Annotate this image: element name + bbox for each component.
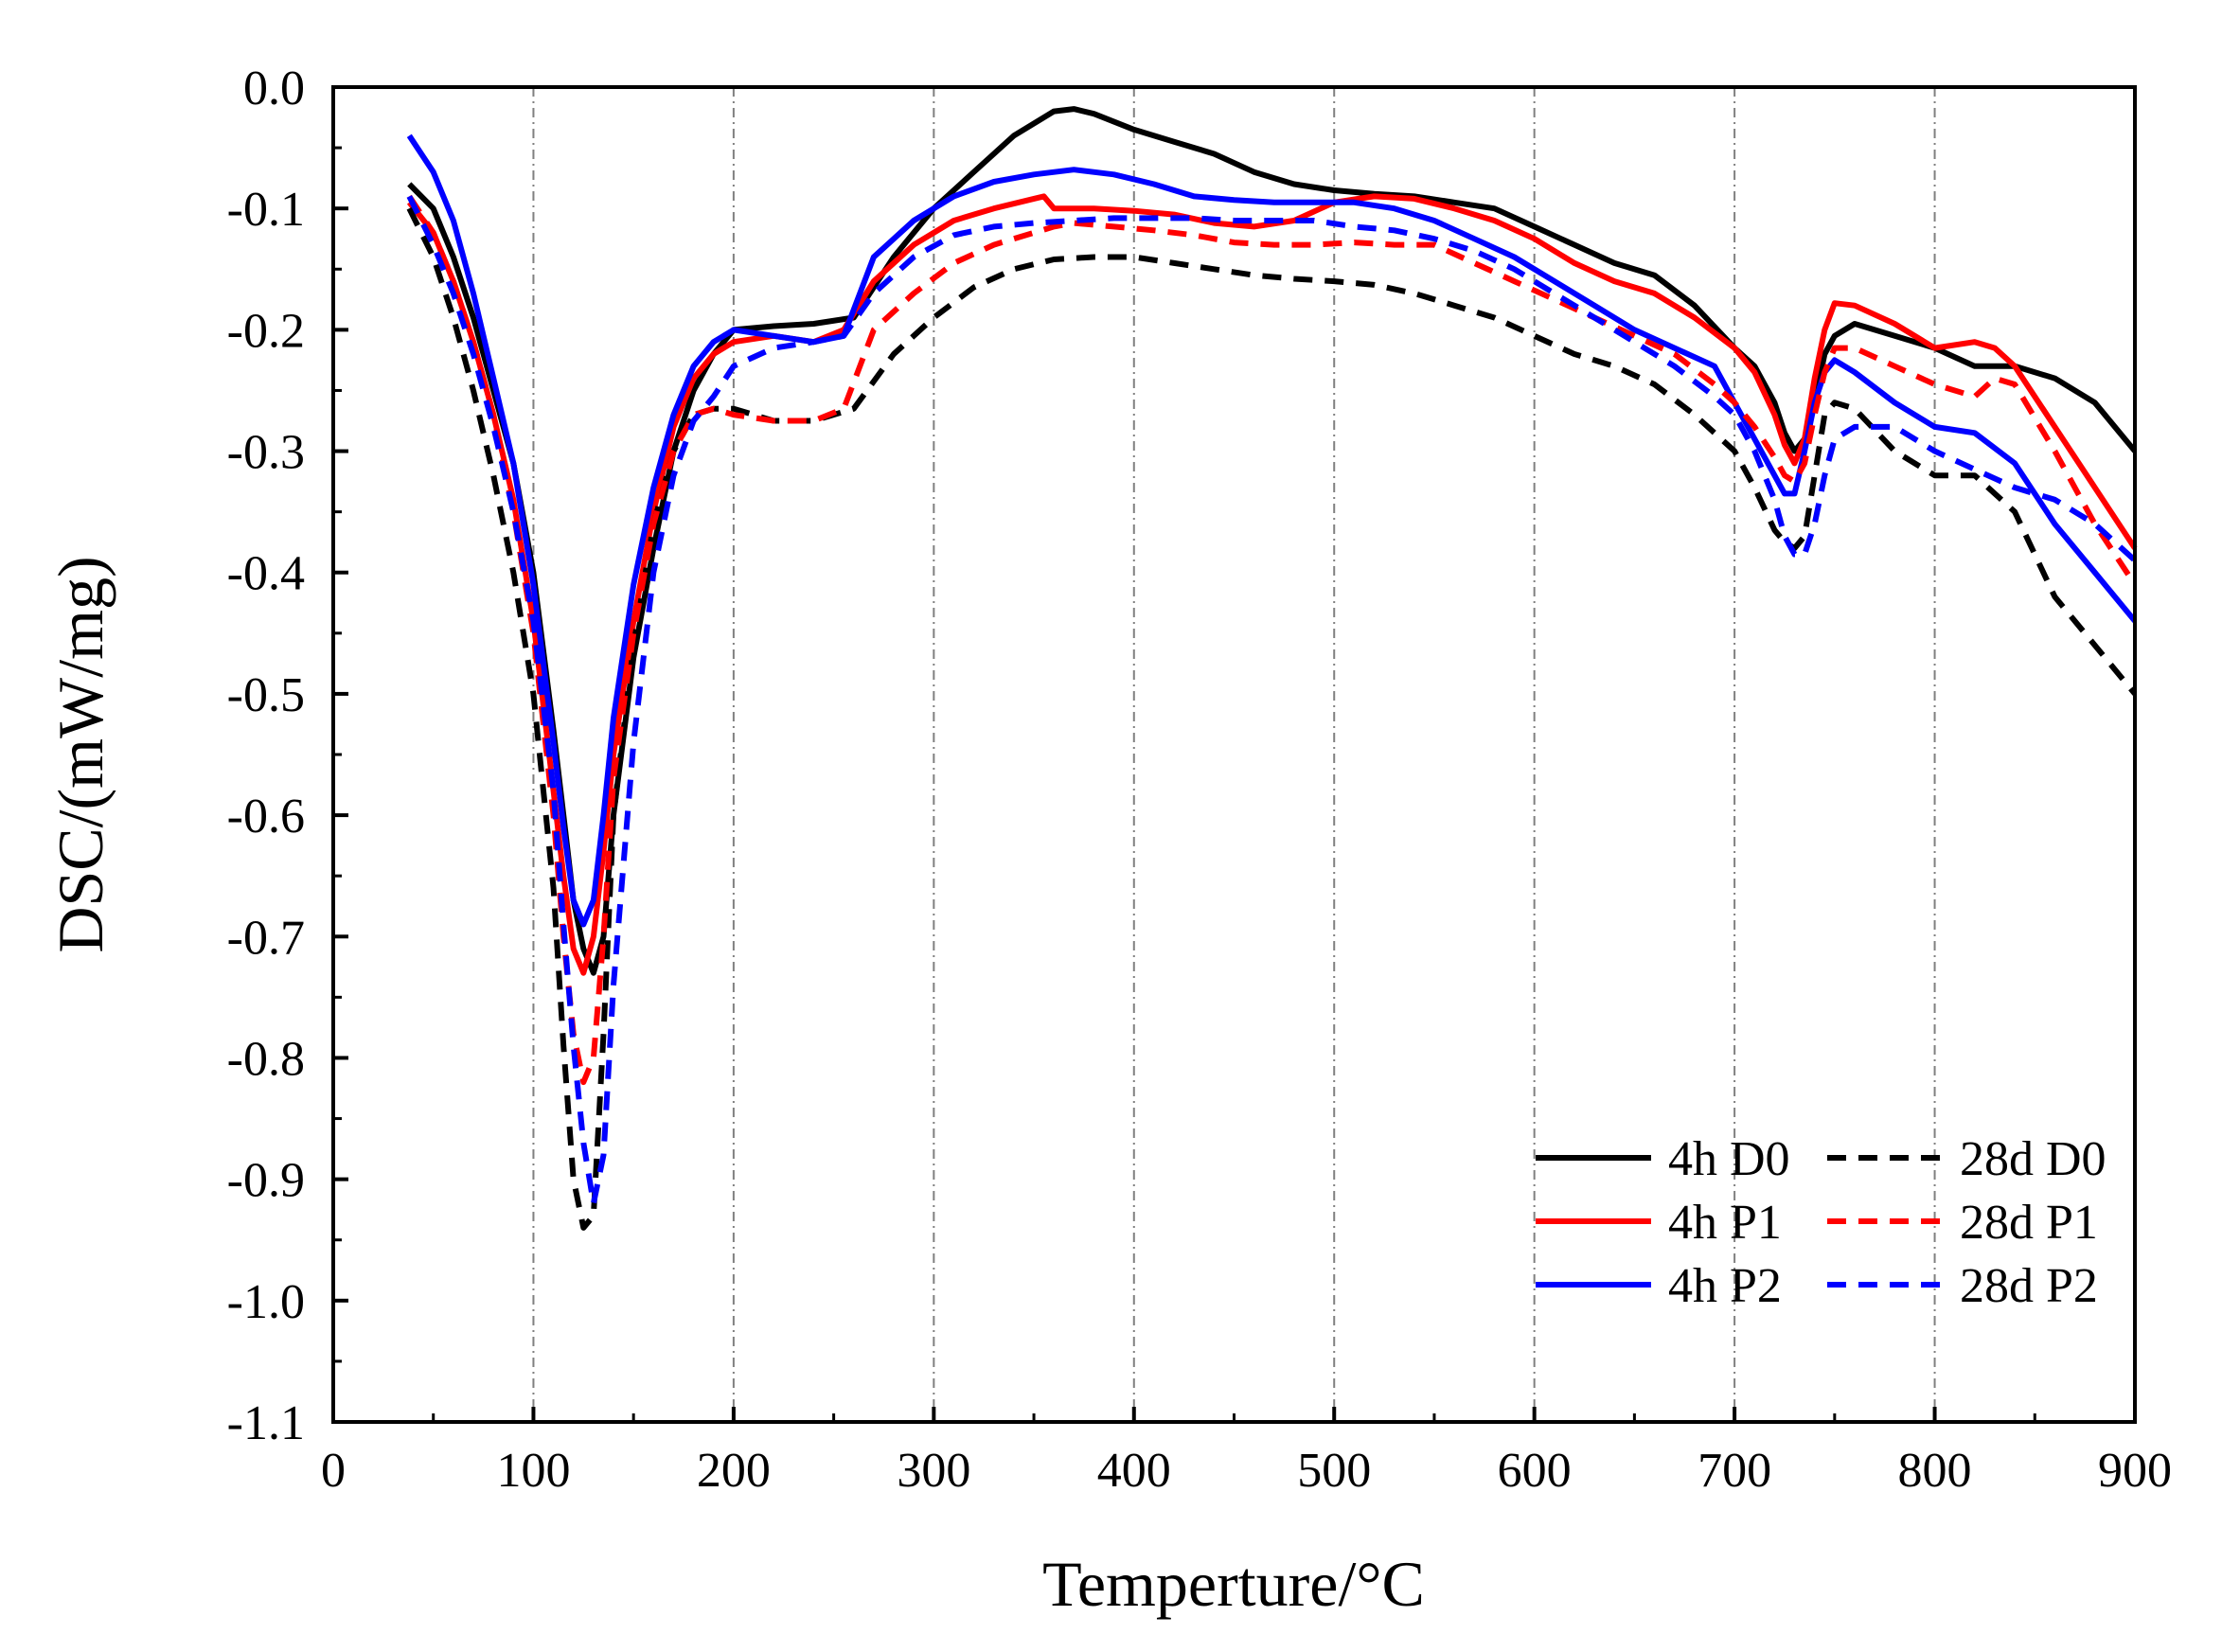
legend: 4h D0 4h P1 4h P2 28d D0 28d P1 28d P2 — [1536, 1132, 2106, 1313]
x-tick-label: 500 — [1297, 1444, 1371, 1498]
grid-lines — [532, 87, 1936, 1422]
x-axis-label: Temperture/°C — [1042, 1548, 1425, 1620]
series-line-28d-p1 — [406, 194, 2138, 1086]
series-line-28d-d0 — [406, 206, 2138, 1231]
y-tick-label: -1.0 — [227, 1275, 305, 1329]
y-tick-label: -0.6 — [227, 790, 305, 844]
y-tick-label: -0.9 — [227, 1154, 305, 1208]
legend-label: 28d P2 — [1960, 1259, 2098, 1313]
y-tick-label: -0.1 — [227, 183, 305, 237]
y-tick-labels: 0.0 -0.1 -0.2 -0.3 -0.4 -0.5 -0.6 -0.7 -0.8 -0.9 -… — [227, 62, 305, 1450]
legend-label: 28d P1 — [1960, 1196, 2098, 1250]
legend-label: 4h D0 — [1668, 1132, 1790, 1186]
y-axis-label: DSC/(mW/mg) — [44, 556, 116, 952]
y-tick-label: -0.8 — [227, 1032, 305, 1086]
y-tick-label: -0.2 — [227, 304, 305, 358]
x-tick-label: 600 — [1498, 1444, 1572, 1498]
x-tick-label: 700 — [1698, 1444, 1771, 1498]
x-tick-label: 300 — [897, 1444, 970, 1498]
series-line-28d-p2 — [406, 195, 2138, 1207]
x-tick-label: 200 — [697, 1444, 771, 1498]
y-tick-label: -1.1 — [227, 1396, 305, 1450]
legend-label: 28d D0 — [1960, 1132, 2106, 1186]
y-tick-label: -0.3 — [227, 426, 305, 480]
legend-label: 4h P2 — [1668, 1259, 1782, 1313]
y-tick-label: -0.5 — [227, 668, 305, 722]
x-tick-labels: 0 100 200 300 400 500 600 700 800 900 — [321, 1444, 2172, 1498]
axis-ticks — [331, 85, 2137, 1424]
y-tick-label: 0.0 — [243, 62, 305, 115]
series-lines — [406, 106, 2138, 1231]
x-tick-label: 800 — [1898, 1444, 1972, 1498]
y-tick-label: -0.4 — [227, 547, 305, 601]
y-tick-label: -0.7 — [227, 911, 305, 965]
x-tick-label: 400 — [1097, 1444, 1171, 1498]
legend-label: 4h P1 — [1668, 1196, 1782, 1250]
series-line-4h-p1 — [406, 193, 2138, 976]
x-tick-label: 900 — [2098, 1444, 2172, 1498]
x-tick-label: 100 — [496, 1444, 570, 1498]
x-tick-label: 0 — [321, 1444, 346, 1498]
